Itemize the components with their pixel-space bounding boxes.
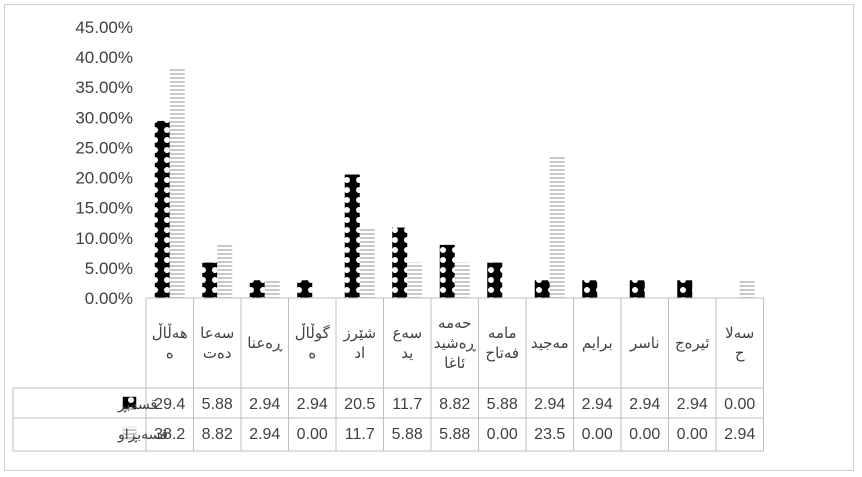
table-cell-value: 5.88 [487,396,518,413]
table-cell-value: 0.00 [724,396,755,413]
bar-series2 [217,244,233,298]
chart-frame: 0.00% 5.00% 10.00% 15.00% 20.00% 25.00% 30.00%… [4,4,854,471]
bar-chart: 0.00% 5.00% 10.00% 15.00% 20.00% 25.00% 30.00%… [12,18,764,452]
bar-series2 [407,262,423,298]
y-tick-label: 0.00% [85,289,133,308]
category-label: برایم [582,335,613,352]
table-cell-value: 2.94 [677,396,708,413]
category-label: گوڵاڵ [295,323,331,342]
category-label: ڕەشید [434,335,477,352]
table-cell-value: 2.94 [249,426,280,443]
category-label: ئیرەج [675,335,710,353]
y-tick-label: 5.00% [85,259,133,278]
category-label: ح [735,345,745,362]
table-cell-value: 8.82 [439,396,470,413]
table-cell-value: 11.7 [345,426,375,443]
bar-series1 [154,120,170,299]
legend-swatch [122,426,137,440]
category-label: شێرز [342,325,376,342]
category-label: ناسر [629,335,660,352]
y-tick-label: 25.00% [75,138,133,157]
table-cell-value: 8.82 [202,426,233,443]
bar-series1 [392,227,408,298]
data-table: هەڵاڵ ە سەعا دەت ڕەعنا گوڵاڵ ە شێرز اد سەع ید حەمە ڕ… [12,297,764,452]
category-label: سەعا [200,325,234,342]
category-label: فەتاح [485,345,519,362]
category-label: ە [308,345,316,362]
bar-series1 [629,280,645,298]
category-label: ە [166,345,174,362]
category-label: سەع [392,325,422,342]
table-cell-value: 2.94 [297,396,328,413]
table-cell-value: 11.7 [392,396,422,413]
category-label: دەت [203,345,232,362]
table-cell-value: 5.88 [439,426,470,443]
table-cell-value: 2.94 [249,396,280,413]
table-cell-value: 0.00 [297,426,328,443]
y-tick-label: 30.00% [75,108,133,127]
bar-series1 [297,280,313,298]
bar-series2 [169,67,185,298]
table-cell-value: 0.00 [677,426,708,443]
table-cell-value: 20.5 [344,396,375,413]
category-label: ید [401,345,413,362]
y-tick-label: 45.00% [75,18,133,37]
bar-series2 [549,156,565,298]
table-cell-value: 0.00 [629,426,660,443]
table-cell-value: 29.4 [154,396,185,413]
bar-series1 [344,174,360,298]
y-axis: 0.00% 5.00% 10.00% 15.00% 20.00% 25.00% 30.00%… [75,18,133,308]
table-cell-value: 2.94 [724,426,755,443]
category-label: ڕەعنا [247,335,283,352]
table-cell-value: 5.88 [392,426,423,443]
table-cell-value: 38.2 [154,426,185,443]
table-cell-value: 0.00 [487,426,518,443]
legend-label: قسەبڕ [117,396,157,413]
table-cell-value: 23.5 [534,426,565,443]
table-cell-value: 5.88 [202,396,233,413]
bar-series2 [264,280,280,298]
y-tick-label: 35.00% [75,78,133,97]
y-tick-label: 15.00% [75,199,133,218]
category-label: سەلا [725,325,754,342]
bars [154,67,755,299]
bar-series1 [249,280,265,298]
category-label: ئاغا [444,355,465,372]
legend-swatch [122,396,137,410]
bar-series1 [439,244,455,298]
bar-series2 [454,262,470,298]
category-label: هەڵاڵ [152,323,188,342]
table-cell-value: 2.94 [629,396,660,413]
y-tick-label: 10.00% [75,229,133,248]
legend-label: قسەبڕاو [117,426,168,443]
bar-series1 [202,262,218,298]
bar-series2 [739,280,755,298]
table-cell-value: 2.94 [582,396,613,413]
bar-series1 [534,280,550,298]
category-label: اد [354,345,365,362]
table-cell-value: 2.94 [534,396,565,413]
category-label: حەمە [438,315,471,332]
y-tick-label: 40.00% [75,48,133,67]
y-tick-label: 20.00% [75,169,133,188]
bar-series1 [487,262,503,298]
bar-series1 [582,280,598,298]
category-label: مامە [488,325,517,342]
bar-series2 [359,227,375,298]
table-cell-value: 0.00 [582,426,613,443]
bar-series1 [677,280,693,298]
category-label: مەجید [531,335,569,352]
